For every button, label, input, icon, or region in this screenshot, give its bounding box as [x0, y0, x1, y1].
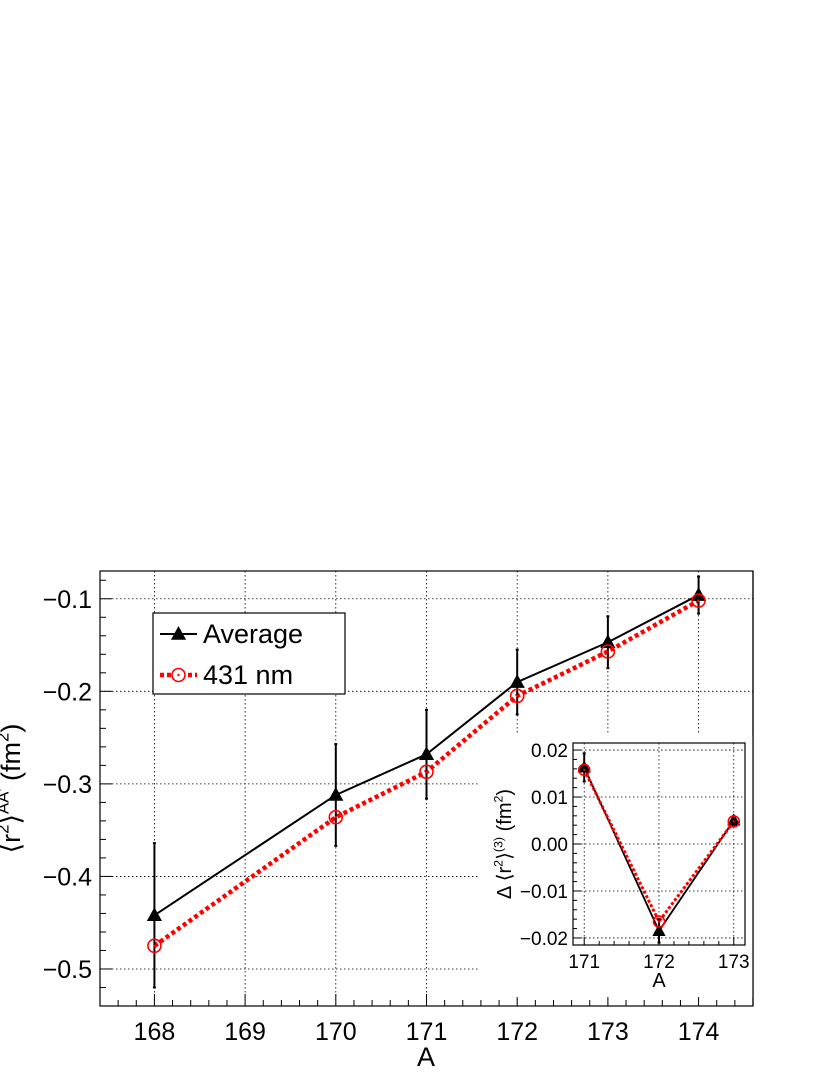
x-tick-label: 171: [406, 1018, 448, 1046]
data-point-431nm: [652, 915, 666, 928]
data-point-431nm: [509, 688, 525, 704]
legend-label-average: Average: [203, 619, 303, 649]
data-point-average: [577, 760, 591, 773]
x-tick-label: 170: [315, 1018, 357, 1046]
y-tick-label: −0.1: [43, 586, 92, 614]
data-point-average: [509, 674, 525, 688]
y-tick-label: 0.02: [531, 741, 568, 762]
y-tick-label: −0.2: [43, 678, 92, 706]
legend-marker-average: [170, 626, 187, 640]
data-point-431nm-center: [732, 820, 735, 823]
data-point-431nm: [600, 644, 616, 659]
x-tick-label: 169: [224, 1018, 266, 1046]
x-tick-label: 173: [718, 952, 750, 973]
data-point-431nm-center: [606, 650, 610, 653]
data-point-431nm-center: [425, 770, 428, 774]
x-tick-label: 172: [496, 1018, 538, 1046]
x-tick-label: 171: [568, 952, 600, 973]
series-line-average: [153, 594, 700, 917]
y-axis-title: ⟨r2⟩AA' (fm2): [0, 724, 26, 854]
legend-box: [152, 612, 346, 695]
data-point-431nm-center: [583, 768, 586, 771]
data-point-431nm-center: [515, 694, 519, 698]
legend-marker-431nm-center: [177, 673, 180, 677]
x-tick-label: 173: [587, 1018, 629, 1046]
y-axis-title: Δ ⟨r2⟩(3) (fm2): [492, 789, 516, 899]
data-point-431nm: [147, 938, 162, 954]
data-point-average: [146, 907, 163, 922]
data-point-431nm-center: [153, 944, 156, 948]
data-point-431nm: [419, 764, 434, 780]
y-tick-label: 0.00: [531, 835, 568, 856]
main-plot: 168 169 170 171 172 173 174 −0.5 −0.4 −0.3 −0.2 −0.…: [0, 570, 754, 1072]
x-tick-label: 174: [678, 1018, 720, 1046]
data-point-average: [652, 923, 666, 936]
data-point-431nm: [691, 593, 706, 608]
data-point-average: [600, 634, 616, 649]
y-tick-label: 0.01: [531, 788, 568, 809]
data-point-431nm-center: [657, 920, 661, 923]
x-axis-title: A: [652, 970, 666, 992]
y-tick-label: −0.5: [43, 956, 92, 984]
data-point-average: [418, 746, 435, 761]
data-point-431nm-center: [697, 599, 700, 602]
inset-plot: 171 172 173 −0.02 −0.01 0.00 0.01 0.02 A Δ ⟨r2⟩(3…: [492, 741, 750, 992]
data-point-average: [727, 813, 741, 826]
data-point-average: [328, 786, 344, 801]
x-axis-title: A: [417, 1042, 435, 1072]
data-point-431nm: [328, 809, 344, 825]
y-tick-label: −0.4: [43, 863, 92, 891]
data-point-431nm: [727, 815, 741, 828]
series-line-431-nm: [582, 769, 735, 925]
data-point-431nm: [577, 763, 591, 777]
inset-background: [478, 735, 753, 997]
legend-label-431nm: 431 nm: [203, 660, 293, 690]
x-tick-label: 172: [643, 952, 675, 973]
x-tick-label: 168: [134, 1018, 176, 1046]
y-tick-label: −0.01: [520, 882, 568, 903]
y-tick-label: −0.3: [43, 771, 92, 799]
series-line-431-nm: [153, 598, 700, 948]
y-tick-label: −0.02: [520, 929, 568, 950]
legend: Average 431 nm: [152, 612, 346, 695]
data-point-431nm-center: [334, 815, 338, 819]
